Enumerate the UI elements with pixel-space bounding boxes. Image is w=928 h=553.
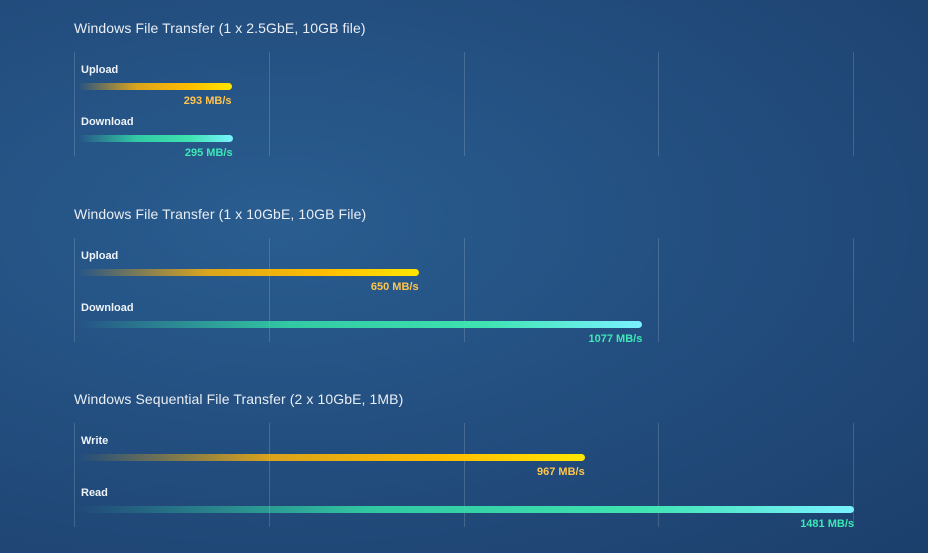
bar	[78, 83, 232, 90]
chart-panel: Windows Sequential File Transfer (2 x 10…	[0, 379, 928, 549]
bar-label: Download	[81, 302, 134, 314]
gridline	[853, 238, 854, 342]
plot-area: Upload 650 MB/s Download 1077 MB/s	[74, 238, 854, 345]
chart-panel: Windows File Transfer (1 x 2.5GbE, 10GB …	[0, 8, 928, 178]
bar	[78, 269, 419, 276]
bar-row: Upload 650 MB/s	[74, 250, 854, 300]
gridline	[269, 423, 270, 527]
chart-title: Windows File Transfer (1 x 2.5GbE, 10GB …	[74, 20, 366, 36]
bar	[78, 321, 643, 328]
gridline	[658, 52, 659, 156]
bar	[78, 506, 854, 513]
gridline	[853, 52, 854, 156]
gridline	[269, 52, 270, 156]
gridline	[464, 423, 465, 527]
data-label: 295 MB/s	[184, 147, 233, 159]
gridline	[74, 423, 75, 527]
chart-title: Windows Sequential File Transfer (2 x 10…	[74, 391, 404, 407]
gridline	[658, 238, 659, 342]
plot-area: Upload 293 MB/s Download 295 MB/s	[74, 52, 854, 159]
bar-row: Read 1481 MB/s	[74, 487, 854, 537]
bar-row: Download 1077 MB/s	[74, 302, 854, 352]
bar	[78, 454, 585, 461]
chart-panel: Windows File Transfer (1 x 10GbE, 10GB F…	[0, 194, 928, 364]
gridline	[853, 423, 854, 527]
bar-row: Download 295 MB/s	[74, 116, 854, 166]
gridline	[464, 52, 465, 156]
bar-label: Write	[81, 435, 109, 447]
bar-label: Upload	[81, 250, 119, 262]
data-label: 967 MB/s	[537, 466, 585, 478]
data-label: 650 MB/s	[370, 281, 419, 293]
bar-label: Download	[81, 116, 134, 128]
bar-row: Upload 293 MB/s	[74, 64, 854, 114]
gridline	[74, 52, 75, 156]
bar-row: Write 967 MB/s	[74, 435, 854, 485]
data-label: 293 MB/s	[183, 95, 232, 107]
gridline	[74, 238, 75, 342]
chart-title: Windows File Transfer (1 x 10GbE, 10GB F…	[74, 206, 367, 222]
plot-area: Write 967 MB/s Read 1481 MB/s	[74, 423, 854, 530]
gridline	[464, 238, 465, 342]
data-label: 1077 MB/s	[588, 333, 643, 345]
bar-label: Upload	[81, 64, 119, 76]
data-label: 1481 MB/s	[800, 518, 854, 530]
bar-label: Read	[81, 487, 108, 499]
bar	[78, 135, 233, 142]
gridline	[269, 238, 270, 342]
gridline	[658, 423, 659, 527]
